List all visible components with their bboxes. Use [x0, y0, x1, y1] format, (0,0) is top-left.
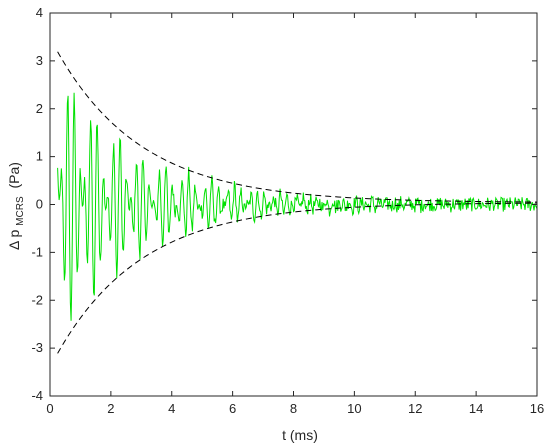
y-tick-label: 3 — [36, 53, 43, 68]
x-axis-label: t (ms) — [282, 427, 318, 443]
y-axis-label: Δ p MCRS (Pa) — [6, 162, 26, 250]
y-axis-label-subscript: MCRS — [15, 196, 26, 226]
y-tick-label: 0 — [36, 197, 43, 212]
x-tick-label: 10 — [347, 401, 361, 416]
x-tick-label: 12 — [408, 401, 422, 416]
y-axis-label-suffix: (Pa) — [6, 162, 22, 188]
signal-series-line — [57, 92, 538, 321]
x-tick-label: 2 — [107, 401, 114, 416]
y-tick-label: -3 — [31, 340, 43, 355]
y-tick-label: 4 — [36, 5, 43, 20]
x-tick-label: 14 — [469, 401, 483, 416]
y-tick-label: 2 — [36, 101, 43, 116]
upper-envelope-line — [57, 51, 538, 203]
x-tick-label: 8 — [290, 401, 297, 416]
y-tick-label: -1 — [31, 244, 43, 259]
x-tick-label: 0 — [46, 401, 53, 416]
y-tick-label: 1 — [36, 149, 43, 164]
y-tick-label: -2 — [31, 292, 43, 307]
x-tick-label: 4 — [168, 401, 175, 416]
y-axis-ticks: -4 -3 -2 -1 0 1 2 3 4 — [31, 5, 537, 403]
x-tick-label: 6 — [229, 401, 236, 416]
lower-envelope-line — [57, 202, 538, 354]
y-tick-label: -4 — [31, 388, 43, 403]
plot-area — [49, 12, 538, 397]
x-axis-ticks: 0 2 4 6 8 10 12 14 16 — [46, 13, 544, 416]
y-axis-label-prefix: Δ p — [6, 230, 22, 250]
x-tick-label: 16 — [530, 401, 544, 416]
